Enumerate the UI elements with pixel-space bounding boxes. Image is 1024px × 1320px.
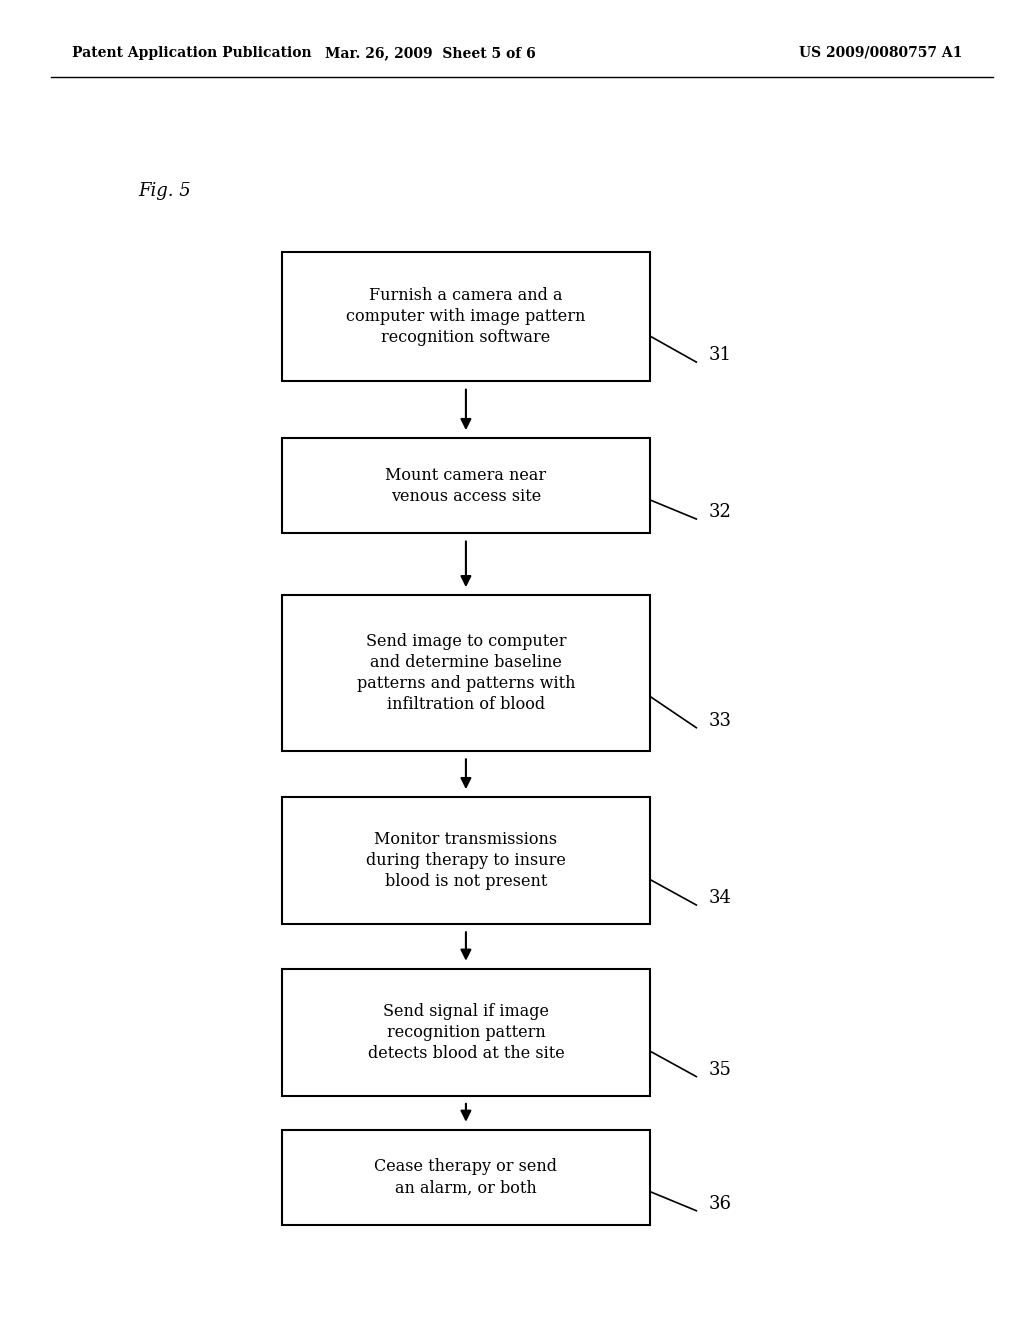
Bar	[282, 969, 650, 1096]
Text: Send signal if image
recognition pattern
detects blood at the site: Send signal if image recognition pattern…	[368, 1003, 564, 1061]
Bar	[282, 797, 650, 924]
Bar	[282, 595, 650, 751]
Text: 33: 33	[709, 711, 731, 730]
Text: 34: 34	[709, 890, 731, 907]
Text: 31: 31	[709, 346, 731, 364]
Text: Send image to computer
and determine baseline
patterns and patterns with
infiltr: Send image to computer and determine bas…	[356, 634, 575, 713]
Bar	[282, 438, 650, 533]
Text: Fig. 5: Fig. 5	[138, 182, 191, 201]
Text: US 2009/0080757 A1: US 2009/0080757 A1	[799, 46, 963, 59]
Text: 32: 32	[709, 503, 731, 521]
Text: 35: 35	[709, 1061, 731, 1078]
Text: Furnish a camera and a
computer with image pattern
recognition software: Furnish a camera and a computer with ima…	[346, 288, 586, 346]
Text: 36: 36	[709, 1195, 731, 1213]
Text: Monitor transmissions
during therapy to insure
blood is not present: Monitor transmissions during therapy to …	[366, 832, 566, 890]
Text: Patent Application Publication: Patent Application Publication	[72, 46, 311, 59]
Text: Mar. 26, 2009  Sheet 5 of 6: Mar. 26, 2009 Sheet 5 of 6	[325, 46, 536, 59]
Text: Cease therapy or send
an alarm, or both: Cease therapy or send an alarm, or both	[375, 1159, 557, 1196]
Bar	[282, 1130, 650, 1225]
Bar	[282, 252, 650, 381]
Text: Mount camera near
venous access site: Mount camera near venous access site	[385, 467, 547, 504]
